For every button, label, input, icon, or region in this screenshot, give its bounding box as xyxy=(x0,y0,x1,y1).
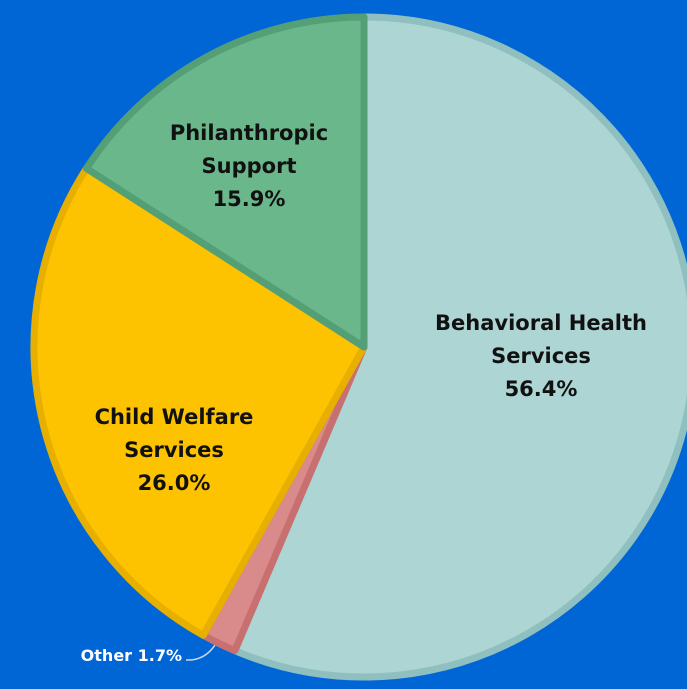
slice-name-line-behavioral-health-services: Services xyxy=(491,344,591,368)
slice-name-line-child-welfare-services: Child Welfare xyxy=(95,405,254,429)
slice-value-philanthropic-support: 15.9% xyxy=(213,187,286,211)
labels-layer: Behavioral Health Services 56.4% Other 1.7%… xyxy=(81,121,647,665)
leader-layer xyxy=(185,644,216,661)
slice-name-line-philanthropic-support: Support xyxy=(202,154,297,178)
slice-name-line-behavioral-health-services: Behavioral Health xyxy=(435,311,647,335)
slice-name-line-child-welfare-services: Services xyxy=(124,438,224,462)
slice-name-line-philanthropic-support: Philanthropic xyxy=(170,121,328,145)
slice-label-philanthropic-support: Philanthropic Support 15.9% xyxy=(170,121,328,211)
other-leader-line xyxy=(185,644,216,661)
slice-label-behavioral-health-services: Behavioral Health Services 56.4% xyxy=(435,311,647,401)
slice-value-behavioral-health-services: 56.4% xyxy=(505,377,578,401)
pie-slice-behavioral-health-services xyxy=(231,13,687,681)
slices-layer xyxy=(30,13,687,681)
slice-label-other: Other 1.7% xyxy=(81,646,182,665)
pie-slice-child-welfare-services xyxy=(30,164,368,639)
pie-slice-philanthropic-support xyxy=(82,13,368,351)
slice-value-child-welfare-services: 26.0% xyxy=(138,471,211,495)
slice-label-child-welfare-services: Child Welfare Services 26.0% xyxy=(95,405,254,495)
